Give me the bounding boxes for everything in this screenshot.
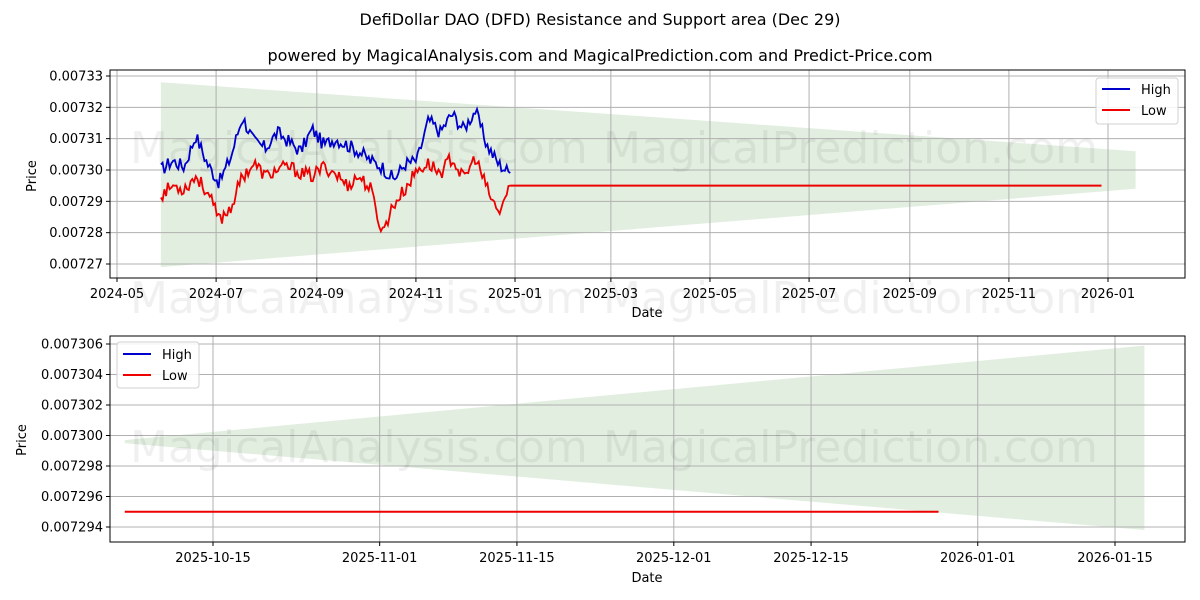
- x-tick-label: 2025-07: [782, 287, 836, 302]
- y-tick-label: 0.00730: [49, 164, 103, 179]
- top-prediction-band: [160, 82, 1136, 268]
- y-tick-label: 0.00728: [49, 226, 103, 241]
- bottom-y-axis-label: Price: [15, 424, 30, 456]
- y-tick-label: 0.007302: [41, 399, 103, 414]
- top-chart: MagicalAnalysis.com MagicalPrediction.co…: [25, 69, 1186, 324]
- x-tick-label: 2025-11: [982, 287, 1036, 302]
- x-tick-label: 2025-11-15: [479, 551, 555, 566]
- y-tick-label: 0.00731: [49, 132, 103, 147]
- high-series-line: [160, 106, 511, 189]
- bottom-chart: MagicalAnalysis.com MagicalPrediction.co…: [15, 335, 1186, 586]
- x-tick-label: 2024-07: [189, 287, 243, 302]
- y-tick-label: 0.007304: [41, 368, 103, 383]
- bottom-grid: [110, 336, 1185, 542]
- legend-high-label: High: [1141, 83, 1171, 98]
- x-tick-label: 2026-01-01: [940, 551, 1016, 566]
- legend-low-label: Low: [1141, 104, 1167, 119]
- y-tick-label: 0.00727: [49, 258, 103, 273]
- x-tick-label: 2025-10-15: [175, 551, 251, 566]
- top-y-axis-label: Price: [25, 160, 40, 192]
- bottom-prediction-band: [124, 345, 1145, 531]
- y-tick-label: 0.007298: [41, 460, 103, 475]
- y-tick-label: 0.00733: [49, 70, 103, 85]
- bottom-y-axis: 0.007294 0.007296 0.007298 0.007300 0.007302…: [41, 338, 110, 536]
- y-tick-label: 0.00729: [49, 195, 103, 210]
- y-tick-label: 0.00732: [49, 101, 103, 116]
- watermark-prediction-mid: MagicalPrediction.com: [603, 273, 1098, 324]
- top-axes-frame: [109, 69, 1186, 279]
- bottom-x-axis: 2025-10-15 2025-11-01 2025-11-15 2025-12-01…: [175, 542, 1153, 566]
- x-tick-label: 2025-05: [683, 287, 737, 302]
- low-series-line: [160, 151, 511, 234]
- legend-high-label-bottom: High: [162, 348, 192, 363]
- watermark-analysis-bottom: MagicalAnalysis.com: [130, 422, 588, 473]
- x-tick-label: 2024-05: [90, 287, 144, 302]
- bottom-x-axis-label: Date: [631, 571, 662, 586]
- y-tick-label: 0.007294: [41, 521, 103, 536]
- watermark-analysis-top: MagicalAnalysis.com: [130, 123, 588, 174]
- x-tick-label: 2025-12-15: [773, 551, 849, 566]
- watermark-prediction-bottom: MagicalPrediction.com: [603, 422, 1098, 473]
- chart-title: DefiDollar DAO (DFD) Resistance and Supp…: [359, 10, 841, 29]
- legend-low-label-bottom: Low: [162, 369, 188, 384]
- bottom-legend: High Low: [116, 341, 200, 389]
- top-x-axis: 2024-05 2024-07 2024-09 2024-11 2025-01 2025-…: [90, 278, 1135, 302]
- top-legend: High Low: [1095, 77, 1179, 125]
- y-tick-label: 0.007300: [41, 429, 103, 444]
- watermark-prediction-top: MagicalPrediction.com: [603, 123, 1098, 174]
- top-x-axis-label: Date: [631, 306, 662, 321]
- x-tick-label: 2024-11: [389, 287, 443, 302]
- top-grid: [110, 70, 1185, 278]
- x-tick-label: 2025-12-01: [636, 551, 712, 566]
- y-tick-label: 0.007296: [41, 490, 103, 505]
- x-tick-label: 2026-01-15: [1077, 551, 1153, 566]
- x-tick-label: 2025-09: [883, 287, 937, 302]
- chart-subtitle: powered by MagicalAnalysis.com and Magic…: [267, 46, 933, 65]
- top-y-axis: 0.00727 0.00728 0.00729 0.00730 0.00731 0.007…: [49, 70, 110, 273]
- y-tick-label: 0.007306: [41, 338, 103, 353]
- x-tick-label: 2025-03: [584, 287, 638, 302]
- x-tick-label: 2025-11-01: [342, 551, 418, 566]
- watermark-analysis-mid: MagicalAnalysis.com: [130, 273, 588, 324]
- x-tick-label: 2024-09: [290, 287, 344, 302]
- bottom-axes-frame: [109, 335, 1186, 543]
- x-tick-label: 2025-01: [488, 287, 542, 302]
- x-tick-label: 2026-01: [1081, 287, 1135, 302]
